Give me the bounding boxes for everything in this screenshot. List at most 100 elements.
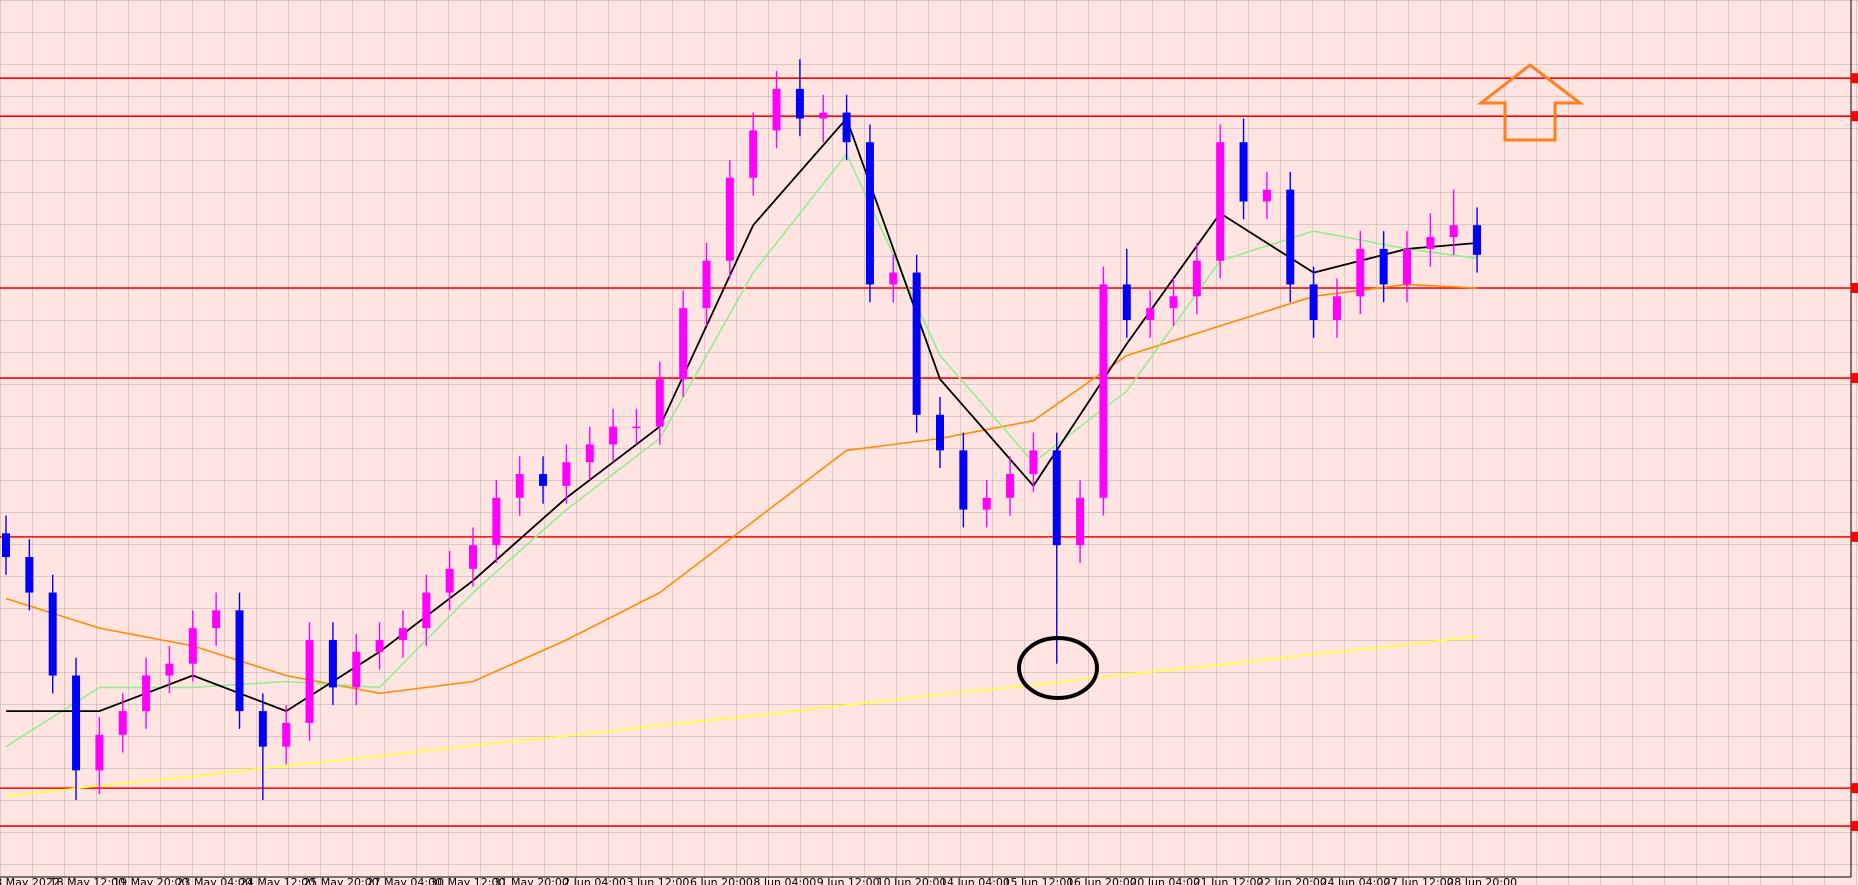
time-label: 28 Jun 20:00 bbox=[1447, 876, 1517, 885]
time-label: 19 May 20:00 bbox=[113, 876, 188, 885]
candle-body bbox=[515, 474, 524, 498]
candle-body bbox=[795, 88, 804, 119]
candle-body bbox=[1029, 450, 1038, 475]
candle-body bbox=[1426, 237, 1435, 249]
level-marker bbox=[1851, 531, 1858, 542]
candle-body bbox=[1473, 225, 1482, 255]
candle-body bbox=[609, 426, 618, 445]
level-marker bbox=[1851, 373, 1858, 384]
candle-body bbox=[1192, 260, 1201, 297]
candle-body bbox=[842, 112, 851, 143]
candle-body bbox=[1262, 189, 1271, 202]
moving-average bbox=[5, 283, 1478, 695]
candle-body bbox=[912, 272, 921, 415]
candle-body bbox=[1286, 189, 1295, 285]
level-marker bbox=[1851, 783, 1858, 794]
candle-body bbox=[679, 308, 688, 380]
candle-body bbox=[72, 675, 81, 771]
candle-body bbox=[562, 462, 571, 486]
time-label: 3 Jun 12:00 bbox=[627, 876, 690, 885]
arrow-annotation bbox=[1476, 63, 1585, 142]
time-label: 27 May 04:00 bbox=[367, 876, 442, 885]
candle-body bbox=[352, 651, 361, 688]
candle-body bbox=[212, 610, 221, 629]
time-label: 24 May 12:00 bbox=[240, 876, 315, 885]
candle-body bbox=[1332, 296, 1341, 320]
moving-average bbox=[6, 116, 1478, 713]
time-label: 14 Jun 04:00 bbox=[940, 876, 1010, 885]
candle-body bbox=[982, 497, 991, 510]
time-label: 27 Jun 12:00 bbox=[1384, 876, 1454, 885]
candle-body bbox=[749, 130, 758, 178]
candle-body bbox=[25, 557, 34, 593]
candle-body bbox=[1099, 284, 1108, 498]
candle-body bbox=[819, 112, 828, 119]
moving-average bbox=[5, 635, 1478, 798]
candle-body bbox=[328, 639, 337, 688]
time-label: 25 May 20:00 bbox=[303, 876, 378, 885]
time-label: 21 Jun 12:00 bbox=[1194, 876, 1264, 885]
moving-average bbox=[5, 152, 1478, 748]
candle-body bbox=[1122, 284, 1131, 320]
time-label: 18 May 12:00 bbox=[50, 876, 125, 885]
candle-body bbox=[585, 444, 594, 463]
candle-body bbox=[422, 592, 431, 629]
candle-body bbox=[539, 474, 548, 486]
candle-body bbox=[282, 722, 291, 747]
candle-body bbox=[936, 414, 944, 451]
candle-body bbox=[725, 177, 734, 261]
candle-body bbox=[165, 663, 174, 676]
candle-body bbox=[1239, 142, 1248, 202]
candle-body bbox=[1146, 308, 1155, 320]
candle-body bbox=[889, 272, 898, 285]
level-marker bbox=[1851, 73, 1858, 84]
candle-body bbox=[445, 568, 454, 593]
time-label: 2 Jun 04:00 bbox=[563, 876, 626, 885]
time-label: 9 Jun 12:00 bbox=[817, 876, 880, 885]
candle-body bbox=[235, 610, 244, 712]
level-marker bbox=[1851, 282, 1858, 293]
time-label: 10 Jun 20:00 bbox=[877, 876, 947, 885]
candle-body bbox=[865, 142, 874, 285]
candle-body bbox=[2, 533, 10, 558]
candle-body bbox=[1403, 248, 1411, 285]
candle-body bbox=[1216, 142, 1225, 261]
candle-body bbox=[375, 639, 384, 652]
time-label: 18 May 2022 bbox=[0, 876, 60, 885]
candle-body bbox=[1052, 450, 1061, 546]
candle-body bbox=[1379, 248, 1388, 285]
time-label: 20 Jun 04:00 bbox=[1130, 876, 1200, 885]
candle-body bbox=[655, 379, 664, 427]
candle-body bbox=[1356, 248, 1365, 297]
candle-body bbox=[398, 628, 407, 640]
candle-body bbox=[469, 545, 477, 569]
circle-annotation bbox=[1017, 636, 1099, 700]
time-label: 8 Jun 04:00 bbox=[753, 876, 816, 885]
level-marker bbox=[1851, 821, 1858, 832]
candle-body bbox=[95, 734, 104, 771]
candle-body bbox=[1006, 474, 1015, 498]
time-label: 30 May 12:00 bbox=[430, 876, 505, 885]
time-label: 22 Jun 20:00 bbox=[1257, 876, 1327, 885]
time-label: 23 May 04:00 bbox=[176, 876, 251, 885]
candle-body bbox=[142, 675, 151, 712]
candle-body bbox=[1169, 296, 1178, 309]
candle-body bbox=[305, 639, 314, 723]
time-label: 15 Jun 12:00 bbox=[1003, 876, 1073, 885]
time-label: 24 Jun 04:00 bbox=[1320, 876, 1390, 885]
candle-body bbox=[1449, 225, 1458, 238]
candle-body bbox=[772, 88, 781, 131]
time-label: 16 Jun 20:00 bbox=[1067, 876, 1137, 885]
candle-body bbox=[1309, 284, 1318, 320]
candle-body bbox=[118, 711, 127, 735]
time-label: 6 Jun 20:00 bbox=[690, 876, 753, 885]
candle-body bbox=[48, 592, 57, 676]
time-label: 31 May 20:00 bbox=[493, 876, 568, 885]
candle-body bbox=[258, 711, 267, 747]
candle-body bbox=[188, 628, 197, 664]
candle-body bbox=[492, 497, 501, 546]
candle-body bbox=[1076, 497, 1085, 546]
candle-body bbox=[702, 260, 711, 309]
